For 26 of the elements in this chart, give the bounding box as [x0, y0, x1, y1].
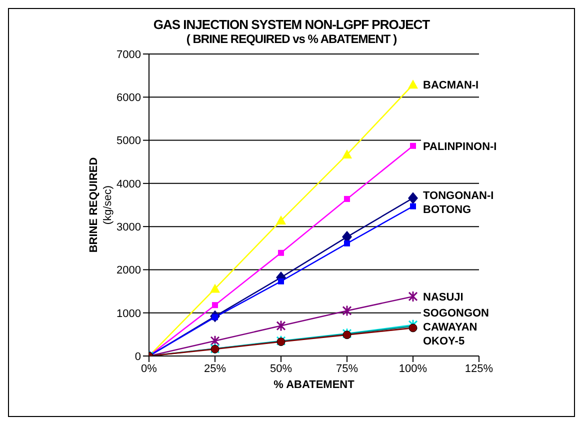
chart-subtitle: ( BRINE REQUIRED vs % ABATEMENT )	[185, 32, 398, 46]
x-tick-label: 100%	[398, 362, 428, 375]
series-label: BACMAN-I	[423, 80, 479, 92]
y-tick-label: 7000	[116, 48, 141, 61]
x-tick-label: 75%	[336, 362, 358, 375]
y-tick-label: 6000	[116, 92, 141, 104]
x-tick-label: 50%	[270, 362, 292, 375]
x-axis-title: % ABATEMENT	[274, 379, 355, 391]
y-tick-label: 0	[134, 350, 141, 363]
series-label: TONGONAN-I	[423, 190, 494, 202]
series-label: BOTONG	[423, 204, 472, 216]
series-label: CAWAYAN	[423, 321, 478, 334]
series-label: NASUJI	[423, 291, 464, 304]
x-tick-label: 125%	[464, 362, 494, 375]
y-axis-title: BRINE REQUIRED (kg/sec)	[88, 157, 114, 253]
series-label: PALINPINON-I	[423, 140, 497, 153]
x-tick-label: 25%	[204, 362, 226, 375]
series-label: OKOY-5	[423, 335, 465, 348]
y-tick-label: 2000	[116, 264, 141, 277]
y-tick-label: 3000	[116, 221, 141, 234]
y-tick-label: 1000	[116, 308, 141, 320]
chart-title: GAS INJECTION SYSTEM NON-LGPF PROJECT	[152, 16, 431, 32]
y-tick-label: 4000	[116, 178, 141, 190]
y-tick-label: 5000	[116, 135, 141, 148]
series-label: SOGONGON	[423, 307, 490, 320]
x-tick-label: 0%	[141, 362, 158, 375]
